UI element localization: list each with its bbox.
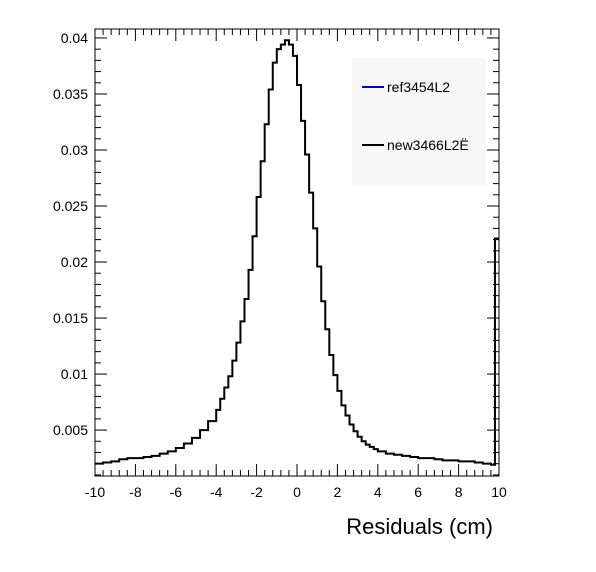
x-tick-label: -8	[129, 484, 142, 500]
legend-label-new: new3466L2Ë	[387, 137, 469, 153]
x-tick-label: 8	[455, 484, 463, 500]
legend: ref3454L2 new3466L2Ë	[352, 58, 486, 186]
x-tick-label: -10	[85, 484, 105, 500]
x-tick-label: -4	[210, 484, 223, 500]
legend-label-ref: ref3454L2	[387, 79, 450, 95]
x-axis-tick-labels: -10 -8 -6 -4 -2 0 2 4 6 8 10	[85, 484, 507, 500]
series-1-histogram	[95, 39, 499, 466]
y-axis-tick-labels: 0.005 0.01 0.015 0.02 0.025 0.03 0.035 0.04	[53, 30, 88, 438]
y-tick-label: 0.035	[53, 86, 88, 102]
x-tick-label: -6	[170, 484, 183, 500]
y-tick-label: 0.03	[61, 142, 88, 158]
x-tick-label: 0	[293, 484, 301, 500]
x-tick-label: 10	[491, 484, 507, 500]
x-tick-label: -2	[250, 484, 263, 500]
y-tick-label: 0.02	[61, 254, 88, 270]
x-axis-title: Residuals (cm)	[346, 514, 493, 539]
x-tick-label: 4	[374, 484, 382, 500]
y-tick-label: 0.005	[53, 422, 88, 438]
y-tick-label: 0.025	[53, 198, 88, 214]
legend-box	[352, 58, 486, 186]
series-layer	[95, 39, 499, 466]
y-tick-label: 0.01	[61, 366, 88, 382]
x-tick-label: 6	[414, 484, 422, 500]
y-tick-label: 0.015	[53, 310, 88, 326]
x-axis-ticks	[94, 29, 500, 476]
y-tick-label: 0.04	[61, 30, 88, 46]
x-tick-label: 2	[334, 484, 342, 500]
y-axis-ticks	[95, 37, 499, 476]
